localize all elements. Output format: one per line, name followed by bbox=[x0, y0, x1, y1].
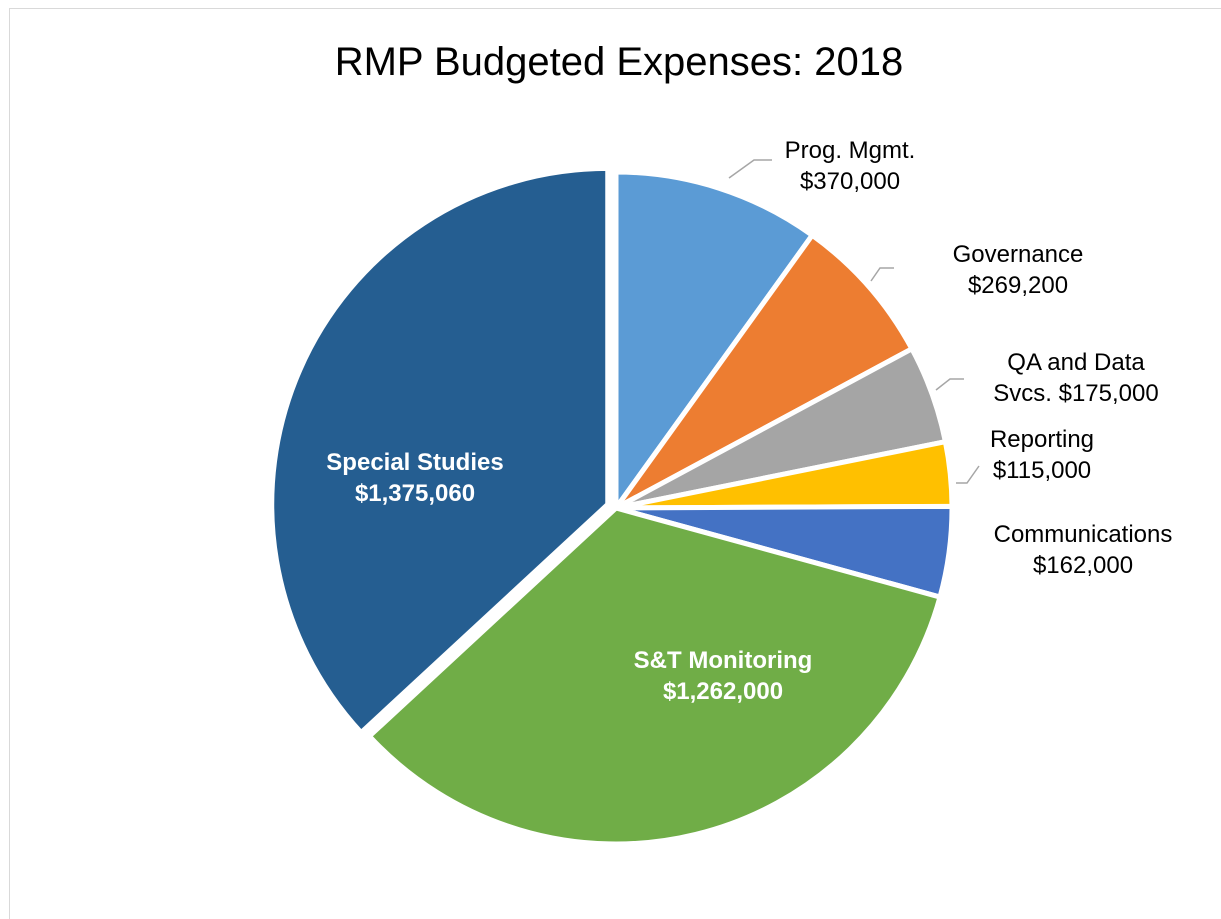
data-label-line-1: Governance bbox=[953, 241, 1084, 268]
data-label-reporting: Reporting $115,000 bbox=[990, 426, 1094, 484]
leader-line-reporting bbox=[956, 465, 980, 484]
leader-line-prog-mgmt bbox=[728, 159, 772, 179]
data-label-line-2: $269,200 bbox=[968, 272, 1068, 299]
pie-slice-sandt-monitoring bbox=[366, 505, 943, 847]
data-label-communications: Communications $162,000 bbox=[994, 521, 1173, 579]
data-label-line-2: $1,262,000 bbox=[663, 678, 783, 705]
data-label-line-1: QA and Data bbox=[1007, 349, 1145, 376]
data-label-line-1: Prog. Mgmt. bbox=[785, 137, 916, 164]
data-label-prog-mgmt: Prog. Mgmt. $370,000 bbox=[785, 137, 916, 195]
data-label-line-2: $1,375,060 bbox=[355, 480, 475, 507]
data-label-line-1: Communications bbox=[994, 521, 1173, 548]
data-label-line-1: Reporting bbox=[990, 426, 1094, 453]
data-label-line-2: $370,000 bbox=[800, 168, 900, 195]
data-label-line-1: Special Studies bbox=[326, 449, 503, 476]
chart-title: RMP Budgeted Expenses: 2018 bbox=[335, 40, 904, 84]
leader-line-governance bbox=[870, 267, 894, 282]
pie-slice-prog-mgmt bbox=[613, 169, 815, 511]
data-label-special-studies: Special Studies $1,375,060 bbox=[326, 449, 503, 507]
data-label-governance: Governance $269,200 bbox=[953, 241, 1084, 299]
data-label-line-2: $115,000 bbox=[993, 457, 1091, 484]
pie-slice-governance bbox=[613, 232, 915, 511]
data-label-line-1: S&T Monitoring bbox=[634, 647, 813, 674]
data-label-sandt-monitoring: S&T Monitoring $1,262,000 bbox=[634, 647, 813, 705]
data-label-line-2: Svcs. $175,000 bbox=[993, 380, 1158, 407]
data-label-line-2: $162,000 bbox=[1033, 552, 1133, 579]
data-label-qa-and-data-svcs: QA and Data Svcs. $175,000 bbox=[993, 349, 1158, 407]
leader-line-qa-and-data-svcs bbox=[935, 378, 964, 391]
pie-slice-special-studies bbox=[269, 165, 611, 736]
